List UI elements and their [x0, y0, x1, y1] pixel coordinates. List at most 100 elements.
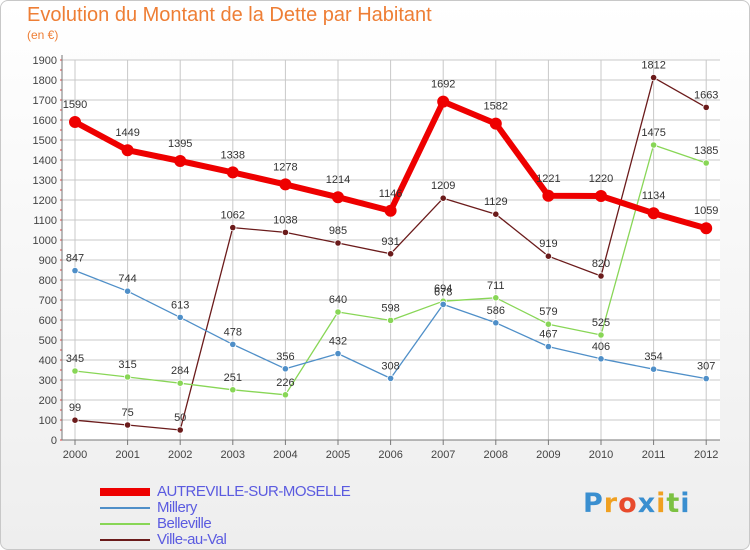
y-tick-label: 400: [39, 355, 57, 367]
data-point: [124, 421, 132, 429]
data-label: 1134: [642, 190, 666, 202]
data-point: [489, 117, 502, 130]
y-tick-label: 700: [39, 295, 57, 307]
data-point: [334, 239, 342, 247]
data-point: [71, 367, 79, 375]
data-point: [492, 210, 500, 218]
data-label: 467: [539, 329, 557, 341]
y-tick-label: 1900: [33, 55, 57, 67]
data-point: [332, 191, 344, 204]
data-label: 1278: [273, 161, 297, 173]
x-tick-label: 2002: [168, 449, 192, 461]
x-tick-label: 2004: [273, 449, 297, 461]
data-point: [176, 426, 184, 434]
data-label: 1220: [589, 173, 613, 185]
data-label: 525: [592, 317, 610, 329]
brand-letter: r: [603, 488, 619, 519]
data-label: 1812: [641, 60, 665, 72]
data-label: 1338: [221, 149, 245, 161]
data-point: [702, 374, 710, 383]
data-point: [124, 373, 132, 381]
data-point: [492, 294, 500, 302]
brand-letter: t: [666, 488, 681, 519]
data-label: 820: [592, 258, 610, 270]
data-point: [439, 194, 447, 202]
y-tick-label: 1100: [33, 215, 57, 227]
data-label: 1059: [694, 205, 718, 217]
x-tick-label: 2009: [536, 449, 560, 461]
data-point: [542, 189, 555, 202]
y-tick-label: 1200: [33, 195, 57, 207]
grid-layer: [62, 59, 720, 441]
data-point: [595, 190, 607, 202]
data-label: 678: [434, 286, 452, 298]
data-label: 1395: [168, 138, 192, 150]
data-label: 985: [329, 225, 347, 237]
data-label: 406: [592, 341, 610, 353]
data-label: 640: [329, 294, 347, 306]
data-point: [281, 228, 289, 236]
data-label: 1692: [431, 79, 455, 91]
data-point: [334, 308, 342, 316]
data-point: [702, 103, 710, 112]
x-tick-label: 2010: [589, 449, 613, 461]
x-tick-label: 2000: [63, 449, 87, 461]
data-point: [121, 144, 134, 157]
legend-label-belleville: Belleville: [157, 515, 212, 532]
x-tick-label: 2005: [326, 449, 350, 461]
data-point: [176, 379, 184, 387]
data-point: [176, 313, 184, 321]
x-tick-label: 2006: [378, 449, 402, 461]
data-label: 356: [276, 351, 294, 363]
series-layer: [69, 74, 713, 434]
data-label: 251: [224, 372, 242, 384]
data-label: 847: [66, 253, 84, 265]
data-point: [279, 178, 292, 191]
data-point: [492, 319, 500, 327]
x-tick-label: 2001: [115, 449, 139, 461]
data-label: 99: [69, 402, 81, 414]
data-point: [386, 374, 395, 382]
y-tick-label: 1300: [33, 175, 57, 187]
data-label: 75: [121, 407, 133, 419]
data-label: 598: [381, 302, 399, 314]
data-label: 1590: [63, 99, 87, 111]
y-tick-label: 1000: [33, 235, 57, 247]
data-label: 1475: [641, 127, 665, 139]
data-label: 50: [174, 412, 186, 424]
axis-layer: 0 100 200 300 400 500 600 700 800 900 1000 1100 1200…: [33, 55, 720, 461]
data-point: [229, 386, 237, 394]
data-point: [281, 391, 289, 399]
data-label: 1062: [221, 210, 245, 222]
legend-swatch-millery: [100, 507, 150, 509]
data-label: 315: [118, 359, 136, 371]
data-point: [124, 287, 132, 295]
data-point: [229, 224, 237, 232]
brand-letter: P: [583, 488, 604, 519]
brand-letter: o: [618, 488, 638, 519]
brand-letter: i: [680, 488, 691, 519]
y-tick-label: 600: [39, 315, 57, 327]
data-point: [71, 266, 79, 275]
data-label: 354: [644, 351, 662, 363]
data-label: 1385: [694, 145, 718, 157]
data-point: [700, 222, 713, 235]
data-label: 931: [381, 236, 399, 248]
legend-swatch-ville-au-val: [100, 539, 150, 541]
data-label: 1146: [379, 188, 403, 200]
data-label: 1449: [115, 127, 139, 139]
y-tick-label: 100: [39, 415, 57, 427]
brand-letter: x: [637, 488, 657, 519]
data-point: [647, 207, 660, 220]
data-point: [437, 95, 450, 108]
data-label: 1663: [694, 89, 718, 101]
data-point: [597, 331, 605, 339]
data-point: [71, 416, 79, 424]
legend-swatch-autreville: [100, 488, 150, 496]
y-tick-label: 200: [39, 395, 57, 407]
data-label: 1214: [326, 174, 350, 186]
data-label: 284: [171, 365, 189, 377]
data-point: [649, 74, 658, 82]
y-tick-label: 800: [39, 275, 57, 287]
data-label: 1582: [484, 101, 508, 113]
